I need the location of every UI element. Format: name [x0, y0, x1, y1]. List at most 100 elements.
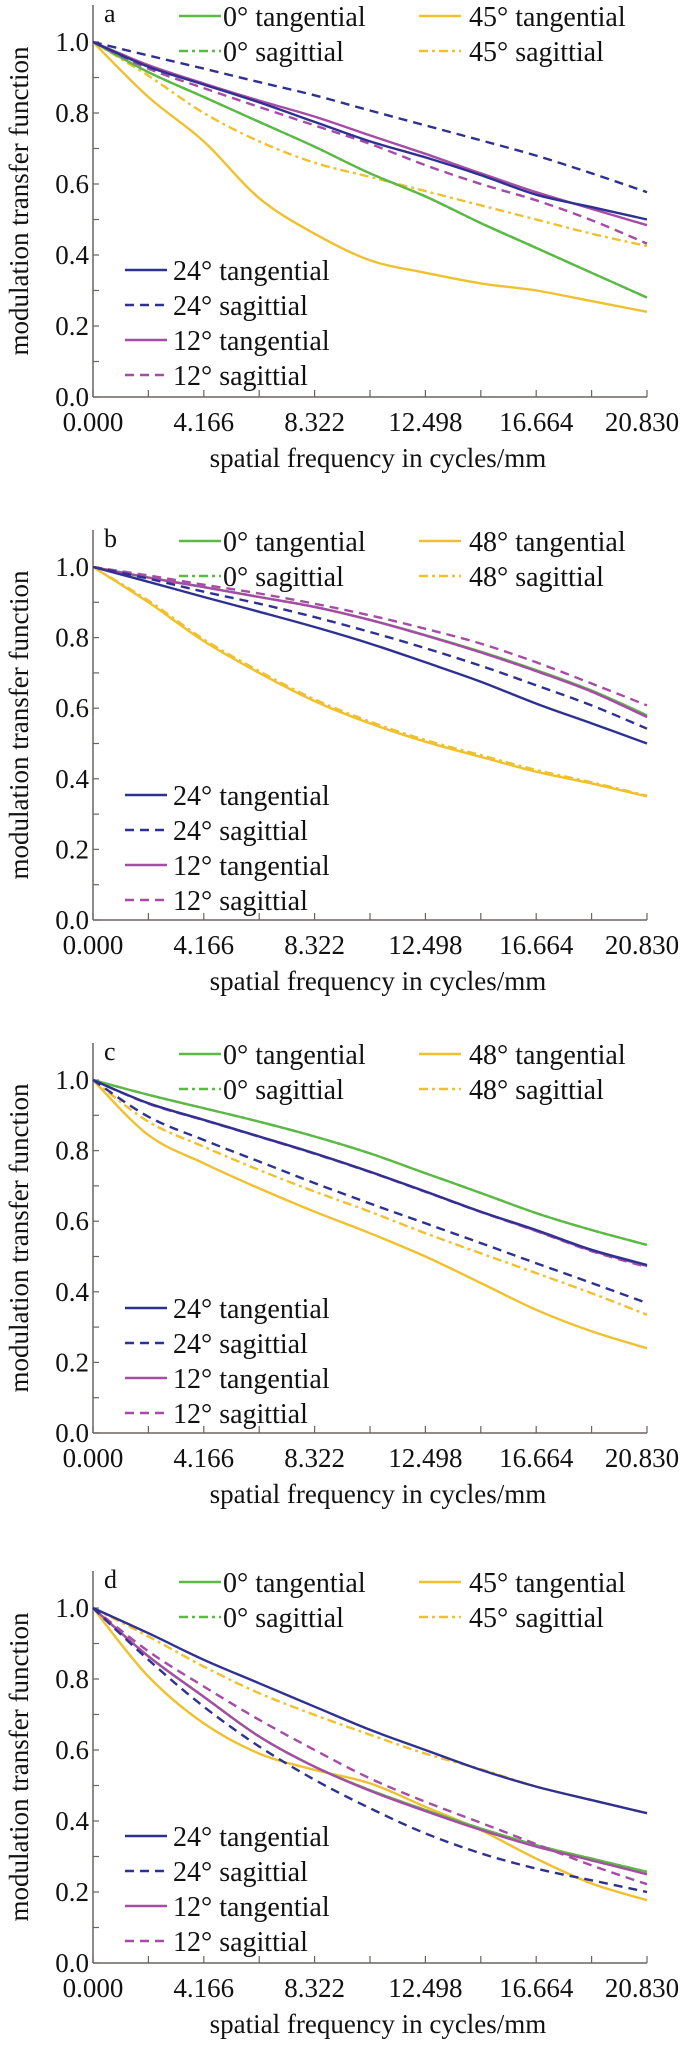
- legend-item: 12° tangential: [125, 851, 330, 882]
- x-tick-label: 4.166: [173, 1973, 234, 2003]
- x-tick-label: 16.664: [499, 930, 574, 960]
- legend-label: 12° sagittial: [173, 1927, 308, 1958]
- x-tick-label: 20.830: [605, 1443, 679, 1473]
- legend-item: 0° sagittial: [179, 1603, 344, 1634]
- legend-label: 45° sagittial: [469, 37, 604, 68]
- legend-item: 0° tangential: [179, 1568, 366, 1599]
- series-line-45-sagittial: [92, 40, 648, 248]
- series-line-12-sagittial: [92, 565, 648, 707]
- series-line-24-tangential: [92, 1078, 648, 1267]
- series-line-24-sagittial: [92, 1078, 648, 1305]
- x-tick-label: 0.000: [63, 407, 124, 437]
- x-tick-label: 0.000: [63, 1443, 124, 1473]
- legend-label: 45° tangential: [469, 2, 626, 33]
- series-line-24-tangential: [92, 1606, 648, 1815]
- legend-item: 0° tangential: [179, 1040, 366, 1071]
- chart-svg: 0.0 0.2 0.4 0.6 0.8 1.0 0.000 4.166 8.322 12.498 1…: [4, 0, 679, 473]
- y-tick-label: 0.6: [55, 1735, 89, 1765]
- legend-item: 45° sagittial: [419, 1603, 604, 1634]
- legend-item: 24° tangential: [125, 1822, 330, 1853]
- x-tick-label: 4.166: [173, 930, 234, 960]
- series-line-45-tangential: [92, 1607, 648, 1902]
- legend-label: 0° tangential: [223, 1040, 366, 1071]
- y-tick-label: 0.8: [55, 98, 89, 128]
- panel-label: b: [104, 524, 117, 553]
- legend-item: 48° tangential: [419, 1040, 626, 1071]
- panel-label: a: [104, 0, 116, 28]
- legend-label: 48° sagittial: [469, 562, 604, 593]
- legend-label: 12° sagittial: [173, 1399, 308, 1430]
- legend-item: 12° tangential: [125, 326, 330, 357]
- x-tick-label: 20.830: [605, 1973, 679, 2003]
- x-tick-label: 16.664: [499, 1973, 574, 2003]
- x-axis-label: spatial frequency in cycles/mm: [210, 2009, 547, 2039]
- legend-label: 24° sagittial: [173, 291, 308, 322]
- y-tick-label: 0.8: [55, 623, 89, 653]
- x-tick-label: 4.166: [173, 1443, 234, 1473]
- y-tick-label: 0.4: [55, 1806, 89, 1836]
- y-tick-label: 0.8: [55, 1664, 89, 1694]
- y-tick-label: 0.6: [55, 169, 89, 199]
- x-tick-label: 0.000: [63, 930, 124, 960]
- series-line-45-tangential: [92, 41, 648, 313]
- series-line-48-sagittial: [92, 1079, 648, 1316]
- legend-label: 12° tangential: [173, 851, 330, 882]
- y-axis-label: modulation transfer function: [4, 1083, 34, 1392]
- series-line-48-tangential: [92, 1079, 648, 1350]
- series-line-24-tangential: [92, 40, 648, 221]
- legend-label: 45° sagittial: [469, 1603, 604, 1634]
- legend-item: 24° tangential: [125, 1294, 330, 1325]
- y-tick-label: 0.2: [55, 311, 89, 341]
- y-tick-label: 0.0: [55, 1948, 89, 1978]
- legend-label: 0° sagittial: [223, 1603, 344, 1634]
- legend-label: 12° tangential: [173, 1364, 330, 1395]
- legend-item: 48° sagittial: [419, 1075, 604, 1106]
- legend-item: 12° sagittial: [125, 361, 308, 392]
- series-line-48-tangential: [92, 565, 648, 798]
- legend-label: 45° tangential: [469, 1568, 626, 1599]
- y-tick-label: 0.2: [55, 1347, 89, 1377]
- panel-label: c: [104, 1037, 116, 1066]
- legend-label: 0° sagittial: [223, 1075, 344, 1106]
- legend-label: 24° sagittial: [173, 1857, 308, 1888]
- y-axis-label: modulation transfer function: [4, 1612, 34, 1921]
- mtf-chart-b: 0.0 0.2 0.4 0.6 0.8 1.0 0.000 4.166 8.322 12.498 1…: [0, 510, 700, 1022]
- series-line-0-tangential: [92, 1078, 648, 1247]
- series-line-12-sagittial: [92, 40, 648, 245]
- series-line-24-sagittial: [92, 565, 648, 730]
- legend-item: 45° sagittial: [419, 37, 604, 68]
- y-tick-label: 0.0: [55, 382, 89, 412]
- series-line-24-tangential: [92, 565, 648, 745]
- x-tick-label: 8.322: [284, 407, 345, 437]
- legend-item: 24° sagittial: [125, 1329, 308, 1360]
- legend-label: 0° sagittial: [223, 562, 344, 593]
- y-tick-label: 0.6: [55, 1206, 89, 1236]
- series-line-48-sagittial: [92, 565, 648, 797]
- legend-item: 12° sagittial: [125, 1927, 308, 1958]
- y-tick-label: 0.4: [55, 764, 89, 794]
- chart-svg: 0.0 0.2 0.4 0.6 0.8 1.0 0.000 4.166 8.322 12.498 1…: [4, 524, 679, 996]
- legend-item: 48° tangential: [419, 527, 626, 558]
- legend-label: 0° sagittial: [223, 37, 344, 68]
- legend-label: 24° tangential: [173, 256, 330, 287]
- x-tick-label: 20.830: [605, 930, 679, 960]
- mtf-chart-d: 0.0 0.2 0.4 0.6 0.8 1.0 0.000 4.166 8.322 12.498 1…: [0, 1530, 700, 2042]
- x-tick-label: 16.664: [499, 1443, 574, 1473]
- y-tick-label: 0.2: [55, 1877, 89, 1907]
- legend-item: 24° sagittial: [125, 291, 308, 322]
- y-tick-label: 0.6: [55, 693, 89, 723]
- legend-label: 48° tangential: [469, 1040, 626, 1071]
- x-tick-label: 12.498: [388, 930, 462, 960]
- x-tick-label: 12.498: [388, 407, 462, 437]
- x-tick-label: 8.322: [284, 930, 345, 960]
- y-tick-label: 0.0: [55, 905, 89, 935]
- legend-item: 24° tangential: [125, 256, 330, 287]
- legend-label: 24° sagittial: [173, 1329, 308, 1360]
- legend-label: 0° tangential: [223, 527, 366, 558]
- legend-label: 24° tangential: [173, 781, 330, 812]
- legend-label: 12° sagittial: [173, 886, 308, 917]
- y-tick-label: 0.4: [55, 1277, 89, 1307]
- x-tick-label: 12.498: [388, 1973, 462, 2003]
- series-line-24-sagittial: [92, 40, 648, 194]
- legend-item: 24° sagittial: [125, 1857, 308, 1888]
